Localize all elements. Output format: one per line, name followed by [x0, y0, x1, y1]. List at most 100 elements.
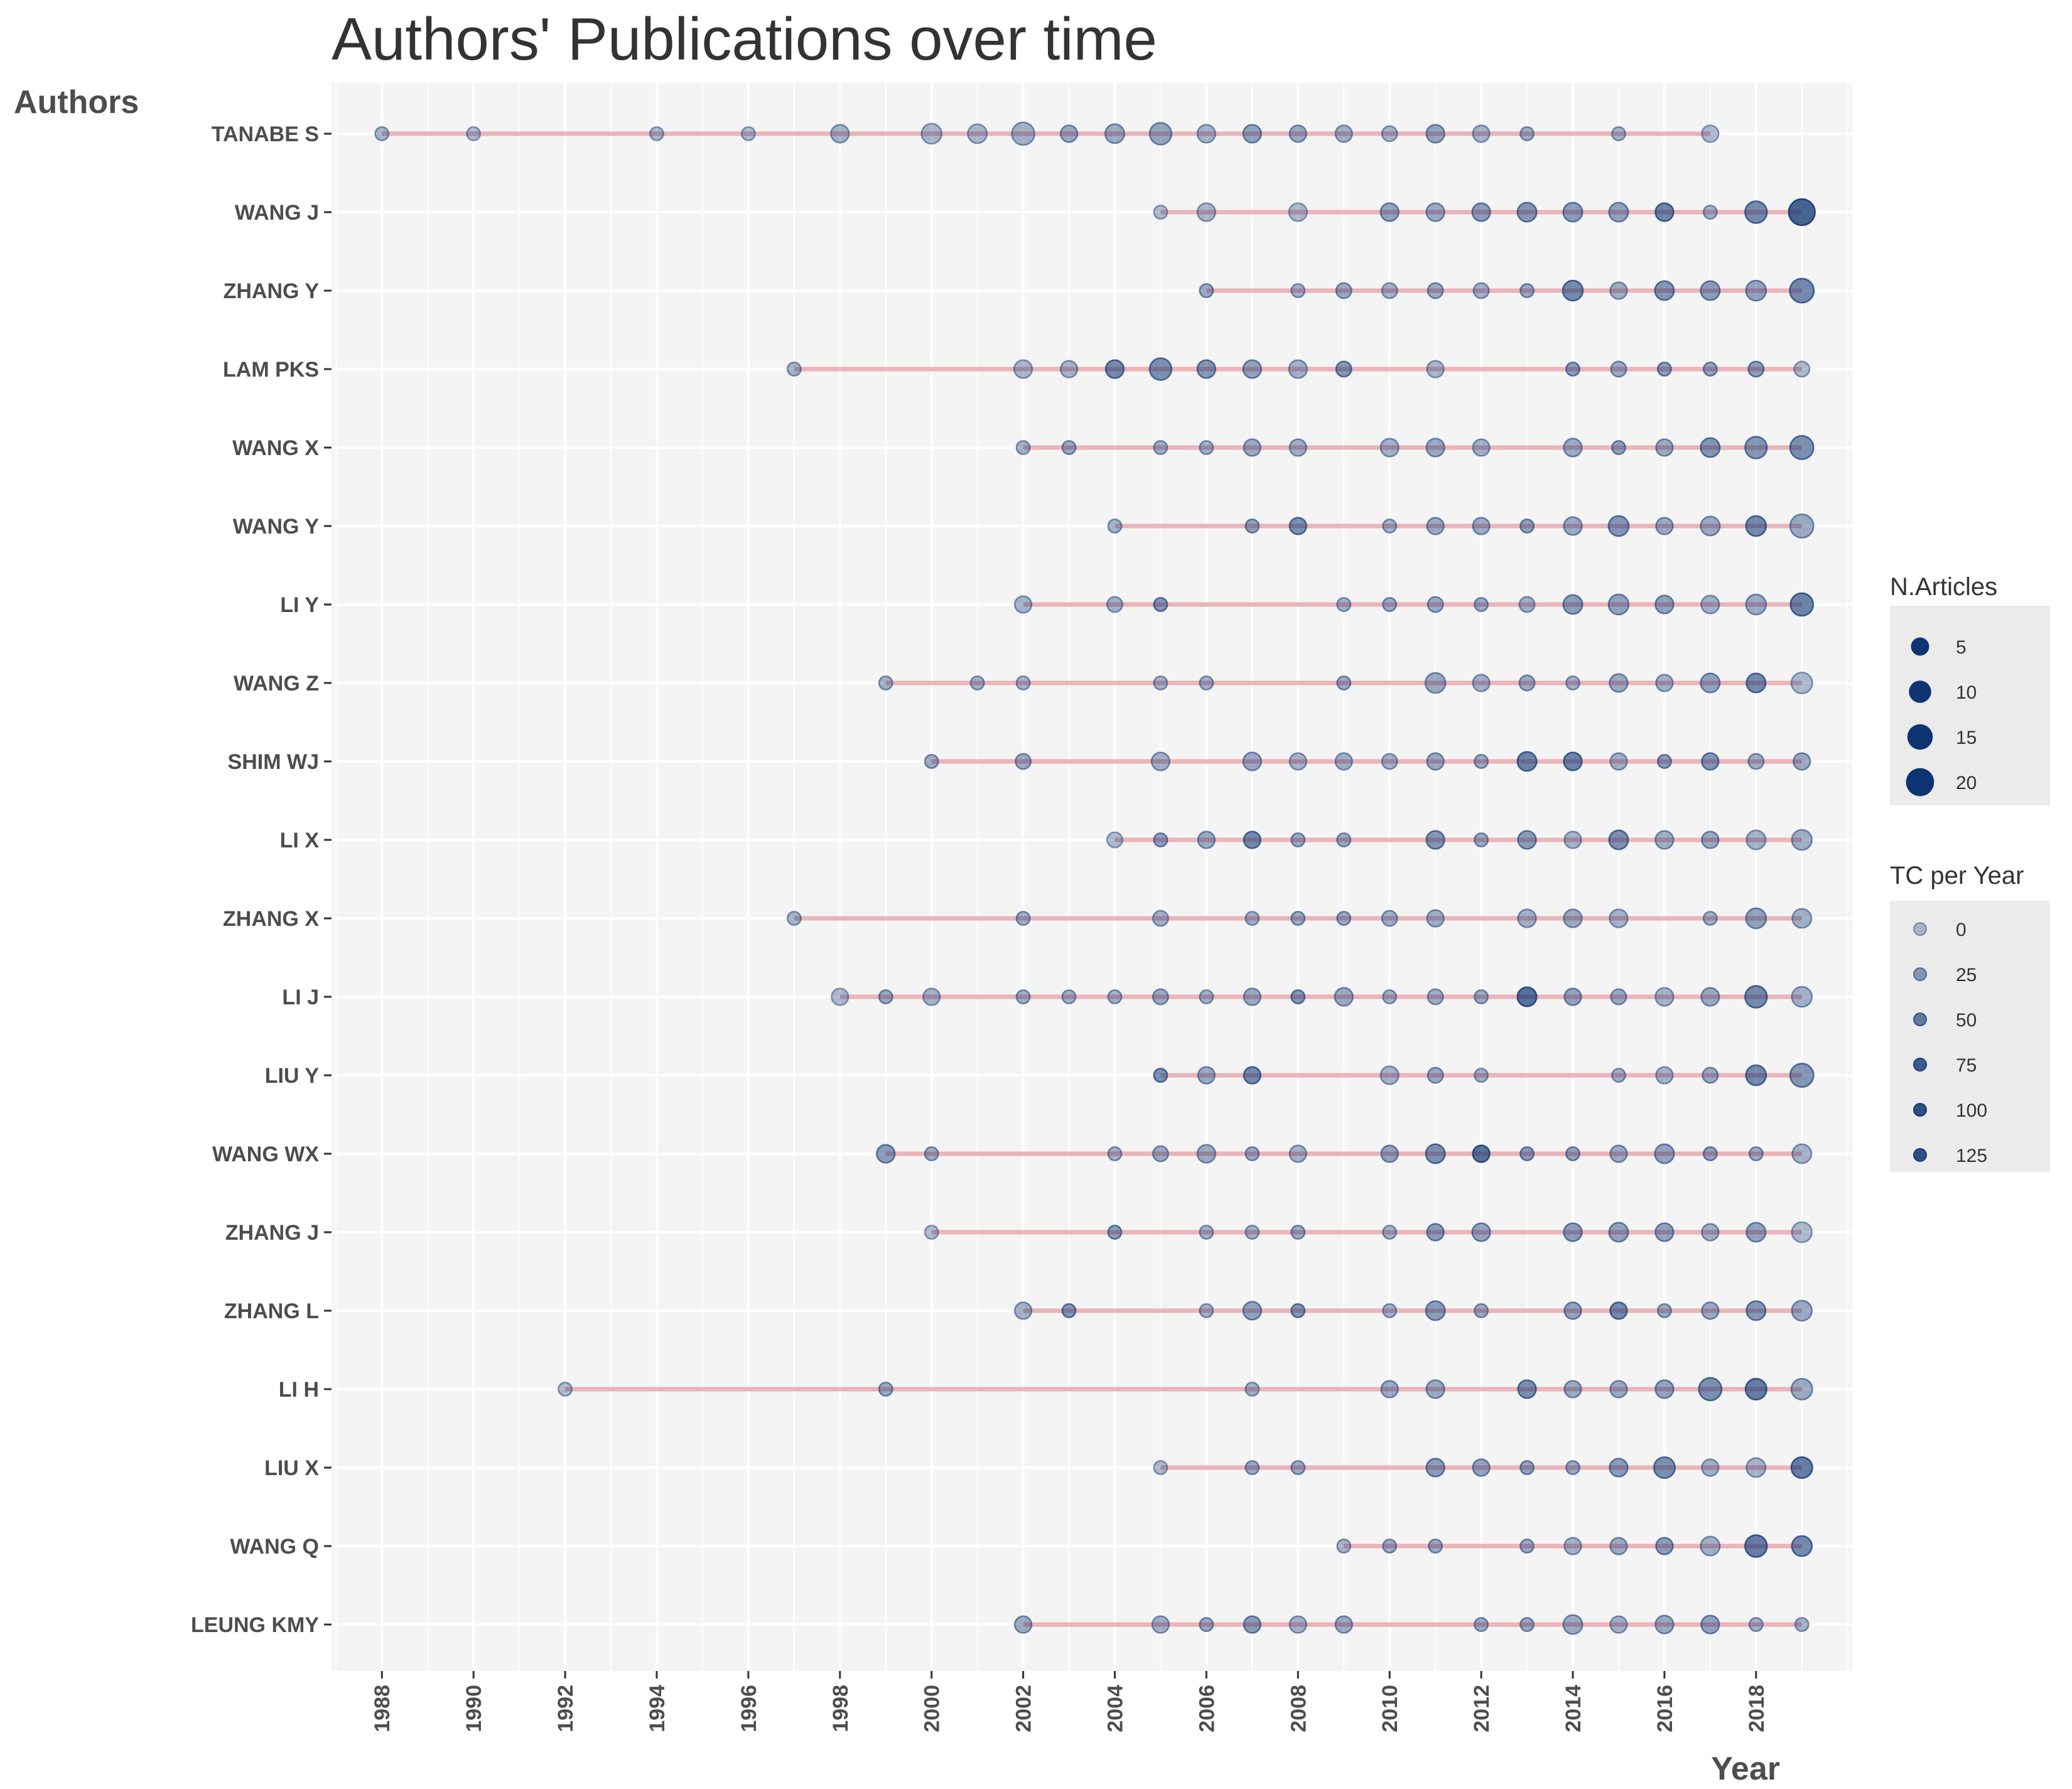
- data-point: [1654, 1379, 1675, 1399]
- author-row: [374, 121, 1720, 146]
- data-point: [1011, 121, 1035, 146]
- data-point: [1336, 675, 1352, 690]
- data-point: [1196, 124, 1217, 144]
- author-row: [1107, 513, 1815, 539]
- y-tick-label: WANG WX: [212, 1142, 319, 1166]
- author-row: [786, 907, 1813, 930]
- data-point: [1656, 362, 1672, 377]
- y-tick-label: LIU X: [264, 1456, 319, 1480]
- y-tick-label: ZHANG L: [224, 1299, 319, 1323]
- data-point: [1242, 124, 1262, 144]
- x-tick-label: 1994: [645, 1685, 669, 1733]
- y-tick-label: LI J: [282, 986, 319, 1009]
- data-point: [1107, 1146, 1123, 1161]
- data-point: [1565, 1146, 1580, 1161]
- data-point: [1790, 671, 1813, 695]
- data-point: [1745, 1064, 1767, 1087]
- data-point: [1563, 830, 1582, 849]
- data-point: [1013, 595, 1033, 614]
- x-axis: 1988 1990 1992 1994 1996 1998 2000 2002 2004 2006…: [370, 1671, 1769, 1733]
- data-point: [831, 987, 850, 1006]
- data-point: [1655, 1066, 1674, 1085]
- author-row: [878, 671, 1813, 695]
- data-point: [374, 126, 390, 141]
- data-point: [740, 126, 756, 141]
- data-point: [1015, 989, 1031, 1004]
- data-point: [1197, 1066, 1216, 1085]
- data-point: [1288, 1144, 1307, 1163]
- legend-size-key: [1909, 680, 1931, 703]
- data-point: [878, 1382, 893, 1397]
- data-point: [1701, 124, 1720, 143]
- author-row: [1153, 1063, 1815, 1088]
- data-point: [1518, 596, 1536, 613]
- data-point: [1426, 1223, 1445, 1242]
- y-tick-label: SHIM WJ: [228, 750, 319, 774]
- data-point: [1701, 1223, 1720, 1242]
- data-point: [1153, 205, 1168, 220]
- data-point: [1290, 1303, 1306, 1318]
- data-point: [1290, 911, 1306, 926]
- data-point: [786, 362, 802, 377]
- data-point: [1382, 597, 1398, 612]
- data-point: [1788, 198, 1816, 227]
- legend-size-label: 15: [1956, 728, 1977, 748]
- data-point: [1426, 517, 1445, 535]
- data-point: [1702, 1146, 1718, 1161]
- legend-color-key: [1913, 967, 1927, 981]
- data-point: [876, 1144, 896, 1164]
- data-point: [466, 126, 482, 141]
- data-point: [1243, 1066, 1261, 1085]
- data-point: [1745, 515, 1767, 537]
- data-point: [1516, 751, 1538, 772]
- legend-tc-key-bg: [1890, 901, 2050, 1172]
- data-point: [1746, 1222, 1767, 1243]
- data-point: [1611, 440, 1626, 455]
- data-point: [1153, 597, 1168, 612]
- data-point: [1474, 1617, 1489, 1632]
- y-tick-label: ZHANG X: [223, 907, 319, 931]
- data-point: [1336, 597, 1352, 612]
- data-point: [1474, 1068, 1489, 1083]
- data-point: [1427, 988, 1444, 1006]
- data-point: [1199, 1617, 1214, 1632]
- data-point: [1700, 594, 1720, 615]
- data-point: [1382, 989, 1398, 1004]
- data-point: [1199, 440, 1214, 455]
- data-point: [1563, 1222, 1583, 1242]
- data-point: [649, 126, 664, 141]
- data-point: [1244, 1225, 1260, 1240]
- chart-title: Authors' Publications over time: [332, 6, 1157, 73]
- data-point: [1748, 1617, 1764, 1632]
- author-row: [1336, 1534, 1813, 1558]
- y-tick-label: LIU Y: [265, 1064, 320, 1088]
- data-point: [1290, 832, 1306, 847]
- data-point: [1152, 988, 1169, 1006]
- data-point: [1702, 362, 1718, 377]
- data-point: [1610, 360, 1627, 378]
- data-point: [967, 123, 988, 144]
- data-point: [1563, 516, 1583, 536]
- data-point: [1793, 752, 1811, 771]
- data-point: [1745, 907, 1767, 930]
- data-point: [1426, 909, 1445, 928]
- data-point: [1013, 1615, 1033, 1634]
- x-tick-label: 1988: [370, 1685, 394, 1733]
- data-point: [1152, 1145, 1169, 1163]
- data-point: [1428, 1539, 1443, 1554]
- data-point: [1563, 1537, 1582, 1555]
- legend-color-label: 125: [1956, 1146, 1987, 1166]
- legend-color-label: 0: [1956, 920, 1967, 940]
- data-point: [1700, 280, 1721, 301]
- data-point: [1702, 205, 1718, 220]
- data-point: [1379, 438, 1400, 458]
- data-point: [1789, 435, 1815, 460]
- data-point: [1474, 597, 1489, 612]
- data-point: [1474, 1303, 1489, 1318]
- x-tick-label: 1992: [554, 1685, 578, 1733]
- data-point: [1519, 518, 1535, 534]
- data-point: [1517, 908, 1537, 928]
- data-point: [1151, 1615, 1170, 1634]
- legend-n-articles-title: N.Articles: [1890, 573, 1997, 601]
- data-point: [1243, 438, 1261, 457]
